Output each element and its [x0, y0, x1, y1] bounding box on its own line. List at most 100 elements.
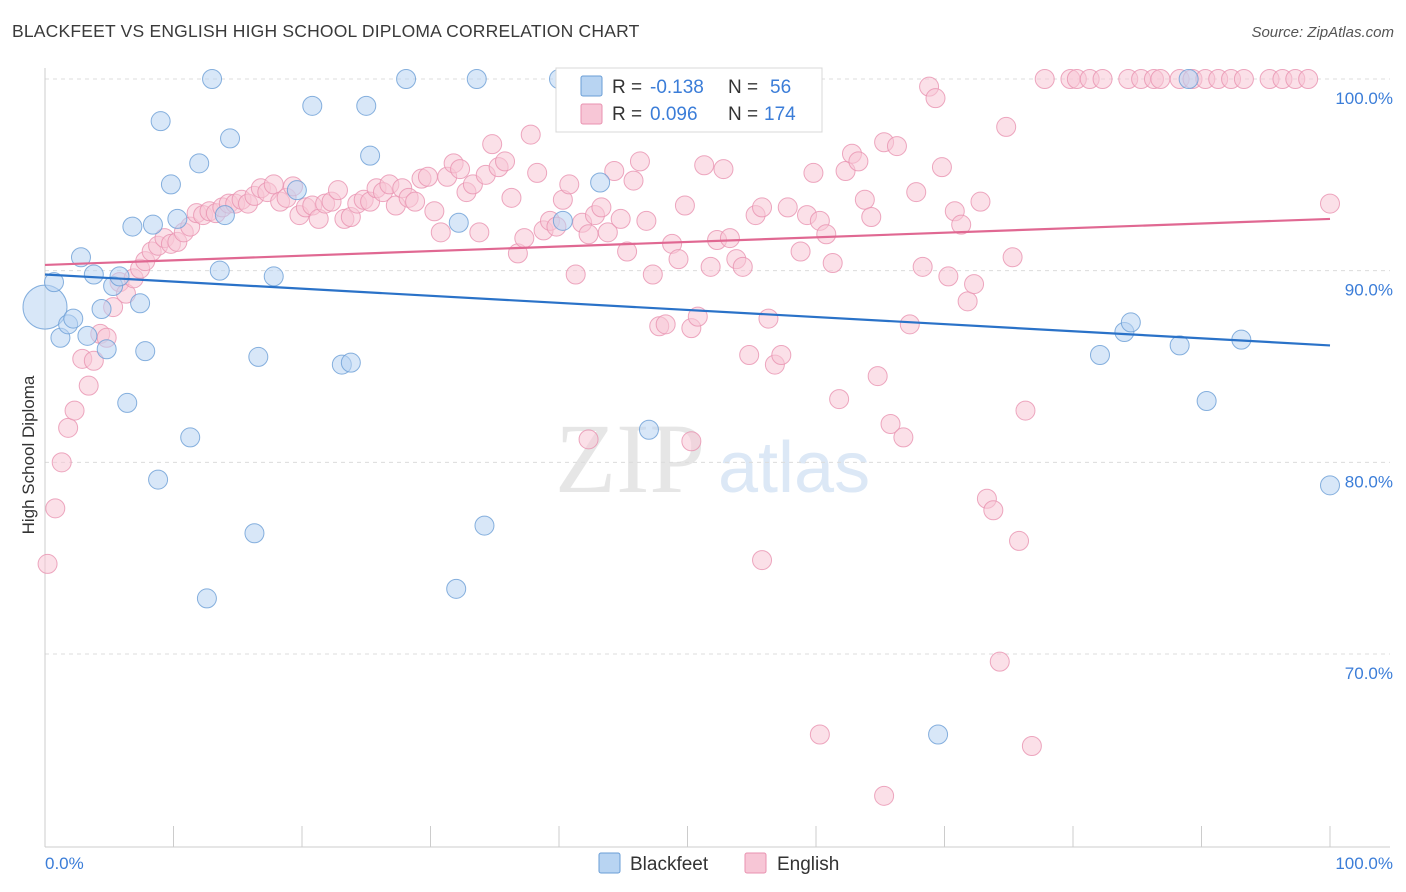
english-point	[37, 553, 58, 574]
blackfeet-point	[43, 272, 64, 293]
english-point	[610, 208, 631, 229]
english-point	[687, 306, 708, 327]
blackfeet-point	[214, 205, 235, 226]
english-point	[931, 157, 952, 178]
blackfeet-point	[360, 145, 381, 166]
english-point	[848, 151, 869, 172]
y-tick-label: 70.0%	[1345, 664, 1393, 683]
english-point	[617, 241, 638, 262]
english-legend-swatch	[580, 103, 603, 125]
watermark-zip: ZIP	[555, 403, 705, 514]
english-point	[1002, 247, 1023, 268]
y-tick-labels: 70.0% 80.0% 90.0% 100.0%	[1335, 89, 1393, 683]
english-point	[713, 159, 734, 180]
y-tick-label: 80.0%	[1345, 472, 1393, 491]
blackfeet-point	[1169, 335, 1190, 356]
blackfeet-point	[96, 339, 117, 360]
english-point	[880, 414, 901, 434]
blackfeet-point	[148, 469, 169, 490]
english-point	[1034, 69, 1055, 89]
english-point	[957, 291, 978, 312]
english-point	[45, 498, 66, 519]
blackfeet-n-value: 56	[770, 77, 791, 98]
english-point	[1233, 69, 1254, 89]
english-point	[78, 375, 99, 396]
english-point	[951, 214, 972, 235]
blackfeet-point	[263, 266, 284, 287]
blackfeet-series-label: Blackfeet	[630, 854, 709, 875]
english-point	[925, 88, 946, 109]
english-series-label: English	[777, 854, 839, 875]
english-r-value: 0.096	[650, 104, 698, 125]
english-point	[1009, 530, 1030, 551]
english-point	[996, 116, 1017, 137]
axes	[44, 68, 1390, 848]
blackfeet-point	[135, 341, 156, 362]
blackfeet-point	[160, 174, 181, 195]
english-point	[938, 266, 959, 287]
blackfeet-series-swatch	[598, 852, 621, 874]
english-point	[578, 429, 599, 450]
english-point	[58, 417, 79, 438]
blackfeet-point	[340, 352, 361, 373]
blackfeet-point	[552, 210, 573, 231]
blackfeet-point	[83, 264, 104, 285]
x-tick-label: 100.0%	[1335, 854, 1393, 873]
english-point	[771, 345, 792, 365]
blackfeet-point	[142, 214, 163, 235]
blackfeet-point	[196, 588, 217, 609]
english-point	[758, 308, 779, 329]
english-point	[816, 224, 837, 245]
y-tick-label: 90.0%	[1345, 281, 1393, 300]
english-point	[405, 191, 426, 212]
english-point	[501, 187, 522, 208]
source-label: Source: ZipAtlas.com	[1251, 24, 1394, 41]
english-point	[430, 222, 451, 243]
english-point	[861, 207, 882, 227]
english-point	[668, 249, 689, 270]
trend-lines	[44, 217, 1331, 347]
english-point	[482, 134, 503, 155]
blackfeet-n-label: N =	[728, 77, 758, 98]
english-point	[893, 427, 914, 448]
english-point	[642, 264, 663, 285]
english-point	[752, 197, 773, 218]
blackfeet-point	[638, 419, 659, 440]
x-tick-label: 0.0%	[45, 854, 84, 873]
english-point	[694, 155, 715, 176]
blackfeet-point	[466, 69, 487, 89]
english-point	[964, 274, 985, 295]
blackfeet-point	[474, 515, 495, 536]
blackfeet-point	[1089, 345, 1110, 365]
english-point	[874, 785, 895, 806]
english-point	[700, 256, 721, 277]
english-point	[514, 228, 535, 249]
blackfeet-point	[356, 95, 377, 116]
english-series-swatch	[744, 852, 767, 874]
blackfeet-point	[150, 111, 171, 132]
english-point	[983, 500, 1004, 521]
english-point	[495, 151, 516, 172]
english-point	[886, 136, 907, 157]
english-point	[559, 174, 580, 195]
english-point	[1320, 193, 1340, 214]
english-point	[739, 345, 760, 365]
blackfeet-trend-line	[44, 273, 1331, 347]
english-point	[790, 241, 811, 262]
english-points	[37, 69, 1340, 806]
blackfeet-r-value: -0.138	[650, 77, 704, 98]
english-point	[854, 189, 875, 210]
english-point	[1298, 69, 1319, 89]
blackfeet-point	[209, 260, 230, 281]
blackfeet-point	[63, 308, 84, 329]
blackfeet-point	[248, 346, 269, 367]
english-point	[591, 197, 612, 218]
blackfeet-point	[286, 180, 307, 201]
english-point	[1092, 69, 1113, 89]
english-point	[629, 151, 650, 172]
blackfeet-point	[117, 392, 138, 413]
english-point	[636, 210, 657, 231]
blackfeet-point	[189, 153, 210, 174]
english-point	[989, 651, 1010, 672]
